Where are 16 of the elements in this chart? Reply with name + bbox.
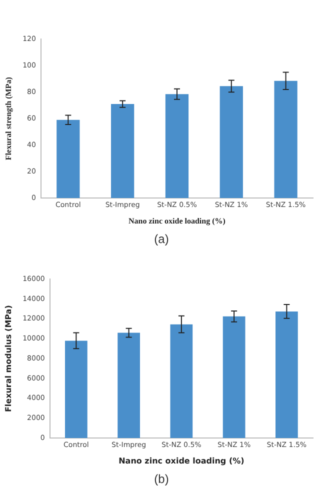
x-axis-title: Nano zinc oxide loading (%)	[128, 216, 226, 226]
y-axis-title: Flexural modulus (MPa)	[4, 305, 13, 412]
x-axis-title: Nano zinc oxide loading (%)	[118, 456, 244, 466]
bar	[118, 332, 140, 438]
text: (b)	[153, 471, 170, 488]
bar	[274, 80, 298, 198]
y-axis-title: Flexural strength (MPa)	[4, 76, 13, 160]
bar	[56, 120, 80, 198]
bar	[276, 311, 298, 438]
bar	[222, 316, 246, 438]
bar	[220, 86, 243, 198]
bar	[165, 94, 189, 198]
bar	[65, 340, 88, 438]
text: (a)	[153, 231, 170, 248]
bar	[170, 324, 193, 438]
bar	[111, 104, 134, 198]
